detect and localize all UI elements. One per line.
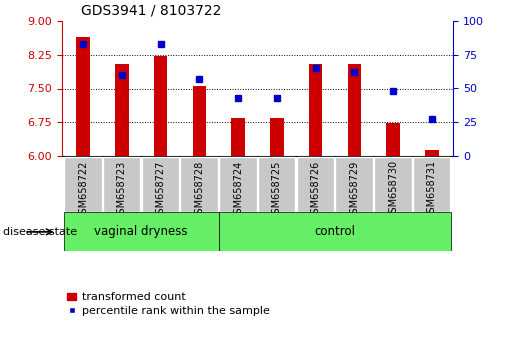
Text: GSM658724: GSM658724 (233, 160, 243, 219)
Bar (425, 150, 439, 156)
FancyBboxPatch shape (180, 157, 218, 212)
Text: GSM658730: GSM658730 (388, 160, 398, 219)
FancyBboxPatch shape (258, 157, 296, 212)
Text: GSM658726: GSM658726 (311, 160, 321, 219)
Text: GSM658723: GSM658723 (117, 160, 127, 219)
Text: GSM658728: GSM658728 (194, 160, 204, 219)
FancyBboxPatch shape (335, 157, 373, 212)
Bar (115, 64, 129, 156)
FancyBboxPatch shape (142, 157, 179, 212)
Bar (76, 37, 90, 156)
Bar (270, 118, 284, 156)
FancyBboxPatch shape (297, 157, 334, 212)
FancyBboxPatch shape (64, 157, 102, 212)
Text: GSM658731: GSM658731 (427, 160, 437, 219)
Bar (386, 124, 400, 156)
Bar (64, 212, 219, 251)
FancyBboxPatch shape (413, 157, 451, 212)
Text: GSM658722: GSM658722 (78, 160, 88, 220)
Legend: transformed count, percentile rank within the sample: transformed count, percentile rank withi… (67, 292, 270, 316)
Bar (219, 212, 451, 251)
FancyBboxPatch shape (374, 157, 411, 212)
Bar (231, 118, 245, 156)
Bar (154, 56, 167, 156)
Text: vaginal dryness: vaginal dryness (94, 225, 188, 238)
Text: control: control (315, 225, 355, 238)
Bar (348, 64, 361, 156)
Text: disease state: disease state (3, 227, 77, 237)
Text: GSM658727: GSM658727 (156, 160, 166, 220)
FancyBboxPatch shape (219, 157, 256, 212)
Text: GSM658729: GSM658729 (349, 160, 359, 219)
Text: GDS3941 / 8103722: GDS3941 / 8103722 (81, 3, 222, 17)
Bar (193, 86, 206, 156)
Text: GSM658725: GSM658725 (272, 160, 282, 220)
Bar (309, 64, 322, 156)
FancyBboxPatch shape (103, 157, 141, 212)
